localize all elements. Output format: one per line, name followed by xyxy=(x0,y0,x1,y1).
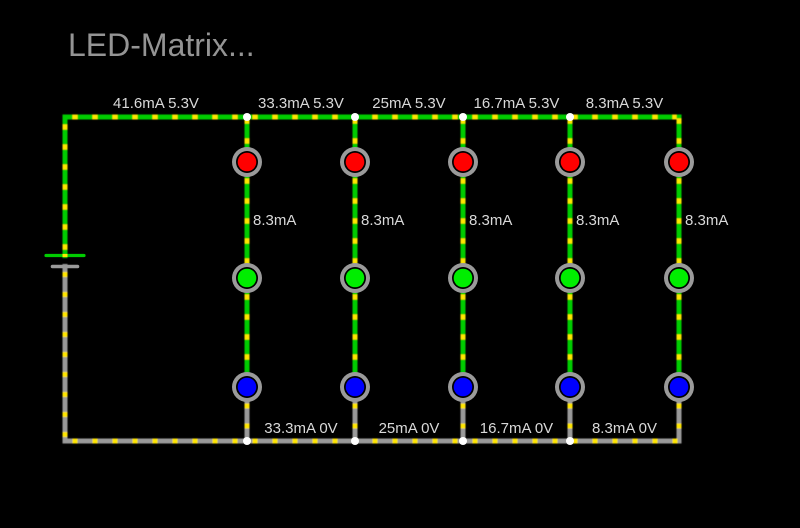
svg-text:33.3mA 5.3V: 33.3mA 5.3V xyxy=(258,95,344,112)
svg-text:16.7mA 0V: 16.7mA 0V xyxy=(480,420,553,437)
svg-text:LED-Matrix...: LED-Matrix... xyxy=(68,27,255,63)
svg-text:16.7mA 5.3V: 16.7mA 5.3V xyxy=(474,95,560,112)
svg-text:8.3mA: 8.3mA xyxy=(469,212,512,229)
svg-text:8.3mA: 8.3mA xyxy=(685,212,728,229)
svg-text:41.6mA 5.3V: 41.6mA 5.3V xyxy=(113,95,199,112)
svg-text:8.3mA 0V: 8.3mA 0V xyxy=(592,420,657,437)
svg-text:25mA 0V: 25mA 0V xyxy=(379,420,440,437)
svg-text:8.3mA: 8.3mA xyxy=(576,212,619,229)
svg-text:8.3mA: 8.3mA xyxy=(361,212,404,229)
svg-text:33.3mA 0V: 33.3mA 0V xyxy=(264,420,337,437)
svg-text:25mA 5.3V: 25mA 5.3V xyxy=(372,95,445,112)
svg-text:8.3mA: 8.3mA xyxy=(253,212,296,229)
svg-text:8.3mA 5.3V: 8.3mA 5.3V xyxy=(586,95,664,112)
